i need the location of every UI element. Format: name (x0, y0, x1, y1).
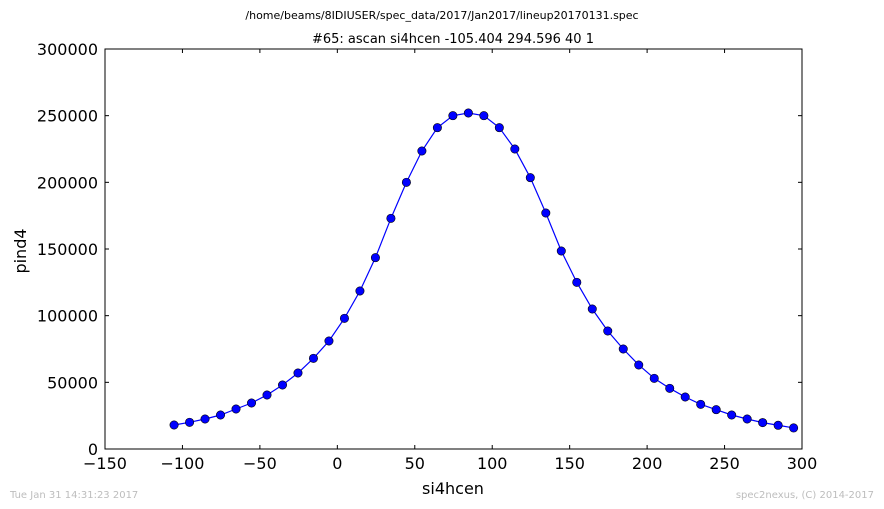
data-point (479, 111, 489, 121)
x-tick-label: 200 (632, 454, 663, 473)
x-tick-label: 50 (405, 454, 425, 473)
data-point (386, 213, 396, 223)
data-point (432, 123, 442, 133)
data-point (185, 417, 195, 427)
footer-timestamp: Tue Jan 31 14:31:23 2017 (9, 490, 138, 501)
data-point (572, 277, 582, 287)
data-point (231, 404, 241, 414)
data-point (742, 414, 752, 424)
data-point (324, 336, 334, 346)
x-tick-label: 150 (554, 454, 585, 473)
y-tick-label: 150000 (37, 240, 98, 259)
data-point (355, 286, 365, 296)
file-path-title: /home/beams/8IDIUSER/spec_data/2017/Jan2… (245, 9, 638, 22)
x-tick-label: −100 (160, 454, 204, 473)
data-point (773, 420, 783, 430)
x-tick-label: −50 (243, 454, 277, 473)
data-point (758, 418, 768, 428)
plot-frame (104, 48, 803, 450)
y-tick-label: 0 (88, 440, 98, 459)
y-tick-label: 300000 (37, 40, 98, 59)
data-point (370, 253, 380, 263)
data-point (417, 146, 427, 156)
data-point (463, 108, 473, 118)
data-point (494, 123, 504, 133)
data-point (711, 405, 721, 415)
data-point (727, 410, 737, 420)
x-tick-label: 0 (332, 454, 342, 473)
footer-credit: spec2nexus, (C) 2014-2017 (736, 490, 874, 501)
data-point (665, 383, 675, 393)
data-point (510, 144, 520, 154)
data-point (200, 414, 210, 424)
data-point (789, 423, 799, 433)
y-tick-label: 200000 (37, 173, 98, 192)
data-point (216, 410, 226, 420)
data-point (696, 399, 706, 409)
x-tick-label: 300 (787, 454, 818, 473)
data-point (293, 368, 303, 378)
data-point (247, 398, 257, 408)
data-point (308, 353, 318, 363)
x-axis-ticks: −150 −100 −50 0 50 100 150 200 250 300 (83, 49, 817, 473)
y-axis-ticks: 0 50000 100000 150000 200000 250000 300000 (37, 40, 802, 459)
x-axis-label: si4hcen (422, 479, 484, 498)
data-point (169, 420, 179, 430)
x-tick-label: 250 (709, 454, 740, 473)
y-tick-label: 250000 (37, 107, 98, 126)
chart-title: #65: ascan si4hcen -105.404 294.596 40 1 (312, 32, 594, 47)
data-point (277, 380, 287, 390)
data-point (339, 313, 349, 323)
data-point (401, 177, 411, 187)
x-tick-label: 100 (477, 454, 508, 473)
data-point (603, 326, 613, 336)
data-point (525, 173, 535, 183)
data-point (634, 360, 644, 370)
y-tick-label: 50000 (47, 373, 98, 392)
data-point (587, 304, 597, 314)
data-point (680, 392, 690, 402)
data-point (448, 111, 458, 121)
data-point (262, 390, 272, 400)
y-axis-label: pind4 (11, 228, 30, 273)
data-point (649, 373, 659, 383)
y-tick-label: 100000 (37, 307, 98, 326)
data-point (556, 246, 566, 256)
data-point (618, 344, 628, 354)
series-points (169, 108, 799, 433)
x-tick-label: −150 (83, 454, 127, 473)
data-point (541, 208, 551, 218)
